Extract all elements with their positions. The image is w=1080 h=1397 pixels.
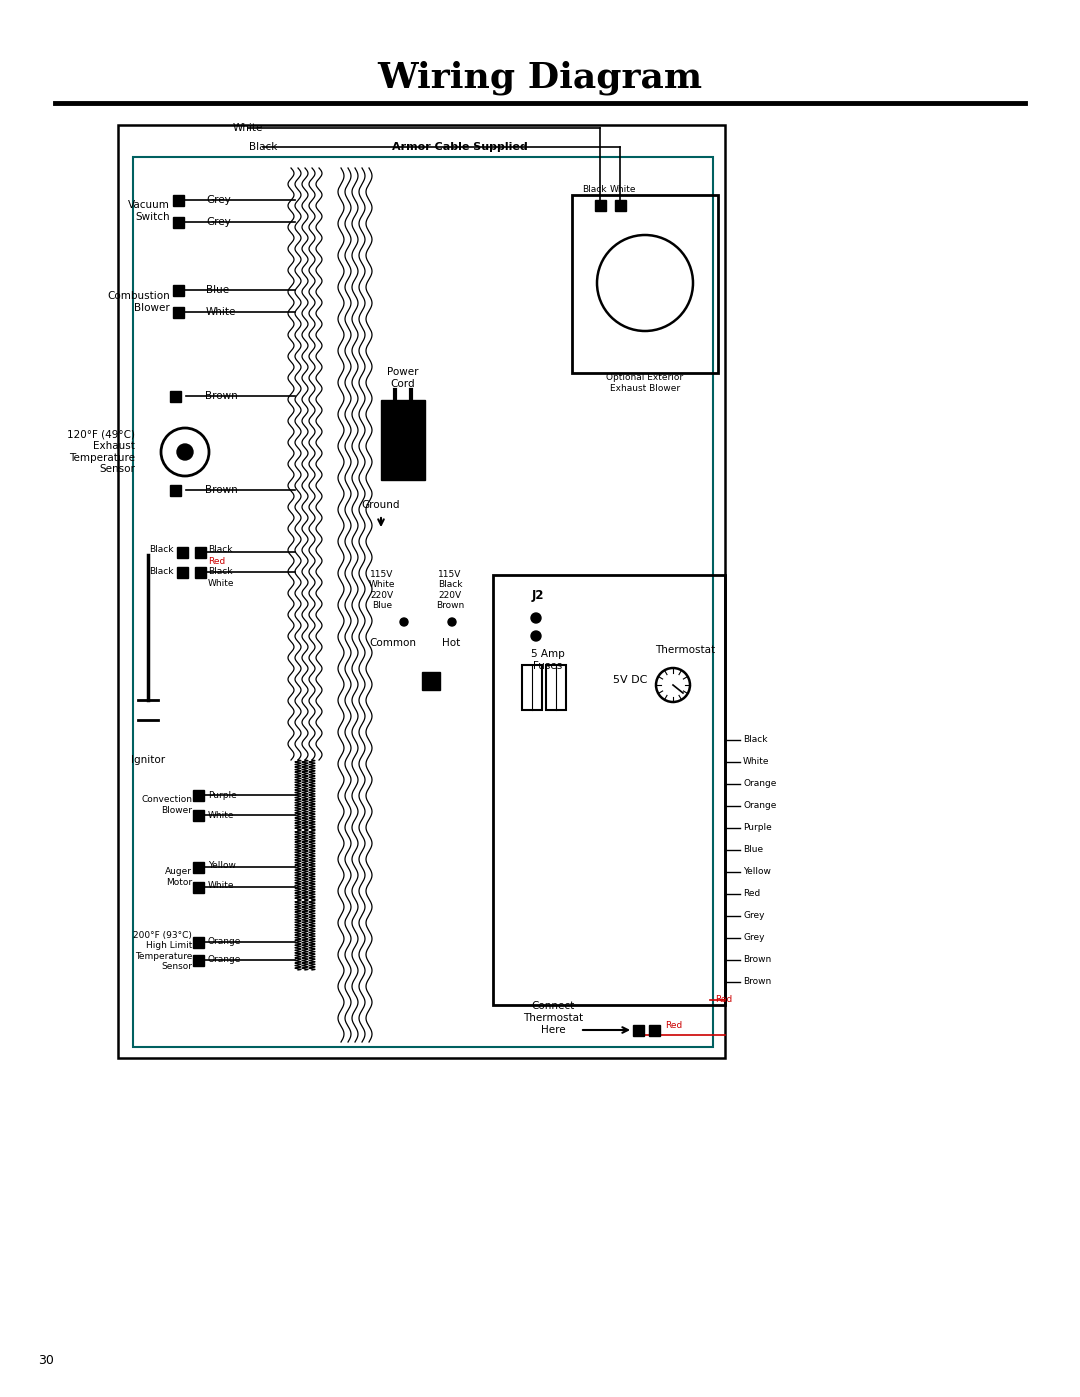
- Bar: [173, 217, 184, 228]
- Bar: [633, 1024, 644, 1035]
- Circle shape: [448, 617, 456, 626]
- Text: White: White: [743, 757, 769, 767]
- Text: Convection
Blower: Convection Blower: [141, 795, 192, 814]
- Text: 200°F (93°C)
High Limit
Temperature
Sensor: 200°F (93°C) High Limit Temperature Sens…: [133, 930, 192, 971]
- Text: Wiring Diagram: Wiring Diagram: [377, 60, 703, 95]
- Bar: [492, 576, 725, 1004]
- Text: Black: Black: [743, 735, 768, 745]
- Text: Brown: Brown: [743, 978, 771, 986]
- Bar: [648, 1024, 660, 1035]
- Text: Connect
Thermostat
Here: Connect Thermostat Here: [523, 1002, 583, 1035]
- Bar: [615, 200, 625, 211]
- Bar: [192, 789, 203, 800]
- Bar: [194, 546, 205, 557]
- Text: Vacuum
Switch: Vacuum Switch: [129, 200, 170, 222]
- Text: Red: Red: [665, 1020, 683, 1030]
- Text: Red: Red: [208, 556, 226, 566]
- Text: Purple: Purple: [208, 791, 237, 799]
- Text: Orange: Orange: [208, 956, 241, 964]
- Bar: [422, 672, 440, 690]
- Text: Black: Black: [208, 545, 232, 553]
- Text: Black: Black: [582, 186, 606, 194]
- Text: Grey: Grey: [743, 933, 765, 943]
- Text: 30: 30: [38, 1354, 54, 1366]
- Bar: [594, 200, 606, 211]
- Text: White: White: [208, 810, 234, 820]
- Text: Red: Red: [715, 996, 732, 1004]
- Text: Grey: Grey: [206, 217, 231, 226]
- Bar: [170, 485, 180, 496]
- Bar: [176, 567, 188, 577]
- Circle shape: [531, 631, 541, 641]
- Text: White: White: [208, 580, 234, 588]
- Text: 5V DC: 5V DC: [612, 675, 647, 685]
- Text: Black: Black: [248, 142, 278, 152]
- Circle shape: [177, 444, 193, 460]
- Text: White: White: [233, 123, 264, 133]
- Bar: [192, 809, 203, 820]
- Circle shape: [400, 617, 408, 626]
- Text: Ignitor: Ignitor: [131, 754, 165, 766]
- Text: Optional Exterior
Exhaust Blower: Optional Exterior Exhaust Blower: [607, 373, 684, 393]
- Text: Hot: Hot: [442, 638, 460, 648]
- Bar: [170, 391, 180, 401]
- Bar: [173, 194, 184, 205]
- Text: Yellow: Yellow: [208, 861, 235, 869]
- Text: Combustion
Blower: Combustion Blower: [107, 291, 170, 313]
- Text: Power
Cord: Power Cord: [388, 367, 419, 388]
- Bar: [194, 567, 205, 577]
- Text: Red: Red: [743, 890, 760, 898]
- Bar: [173, 285, 184, 296]
- Text: Brown: Brown: [205, 485, 238, 495]
- Text: Black: Black: [149, 567, 174, 577]
- Text: Armor Cable Supplied: Armor Cable Supplied: [392, 142, 528, 152]
- Text: Orange: Orange: [743, 780, 777, 788]
- Text: Auger
Motor: Auger Motor: [165, 868, 192, 887]
- Text: Orange: Orange: [743, 802, 777, 810]
- Text: 5 Amp
Fuses: 5 Amp Fuses: [531, 650, 565, 671]
- Circle shape: [531, 613, 541, 623]
- Bar: [176, 546, 188, 557]
- Text: White: White: [208, 880, 234, 890]
- Text: Purple: Purple: [743, 823, 772, 833]
- Text: Common: Common: [369, 638, 417, 648]
- Text: J2: J2: [531, 588, 544, 602]
- Text: Black: Black: [149, 545, 174, 553]
- Text: 115V
Black
220V
Brown: 115V Black 220V Brown: [436, 570, 464, 610]
- Bar: [192, 882, 203, 893]
- Bar: [192, 936, 203, 947]
- Text: Black: Black: [208, 567, 232, 577]
- Bar: [173, 306, 184, 317]
- Text: 120°F (49°C)
Exhaust
Temperature
Sensor: 120°F (49°C) Exhaust Temperature Sensor: [67, 430, 135, 475]
- Text: Blue: Blue: [206, 285, 229, 295]
- Bar: [572, 196, 718, 373]
- Text: Brown: Brown: [205, 391, 238, 401]
- Text: White: White: [206, 307, 237, 317]
- Bar: [546, 665, 566, 710]
- Text: White: White: [610, 186, 636, 194]
- Text: 115V
White
220V
Blue: 115V White 220V Blue: [368, 570, 395, 610]
- Text: Yellow: Yellow: [743, 868, 771, 876]
- Text: Grey: Grey: [743, 911, 765, 921]
- Text: Brown: Brown: [743, 956, 771, 964]
- Text: Orange: Orange: [208, 937, 241, 947]
- Bar: [381, 400, 426, 481]
- Bar: [522, 665, 542, 710]
- Bar: [192, 862, 203, 873]
- Bar: [192, 954, 203, 965]
- Text: Thermostat: Thermostat: [654, 645, 715, 655]
- Text: Grey: Grey: [206, 196, 231, 205]
- Text: Blue: Blue: [743, 845, 764, 855]
- Text: Ground: Ground: [362, 500, 401, 510]
